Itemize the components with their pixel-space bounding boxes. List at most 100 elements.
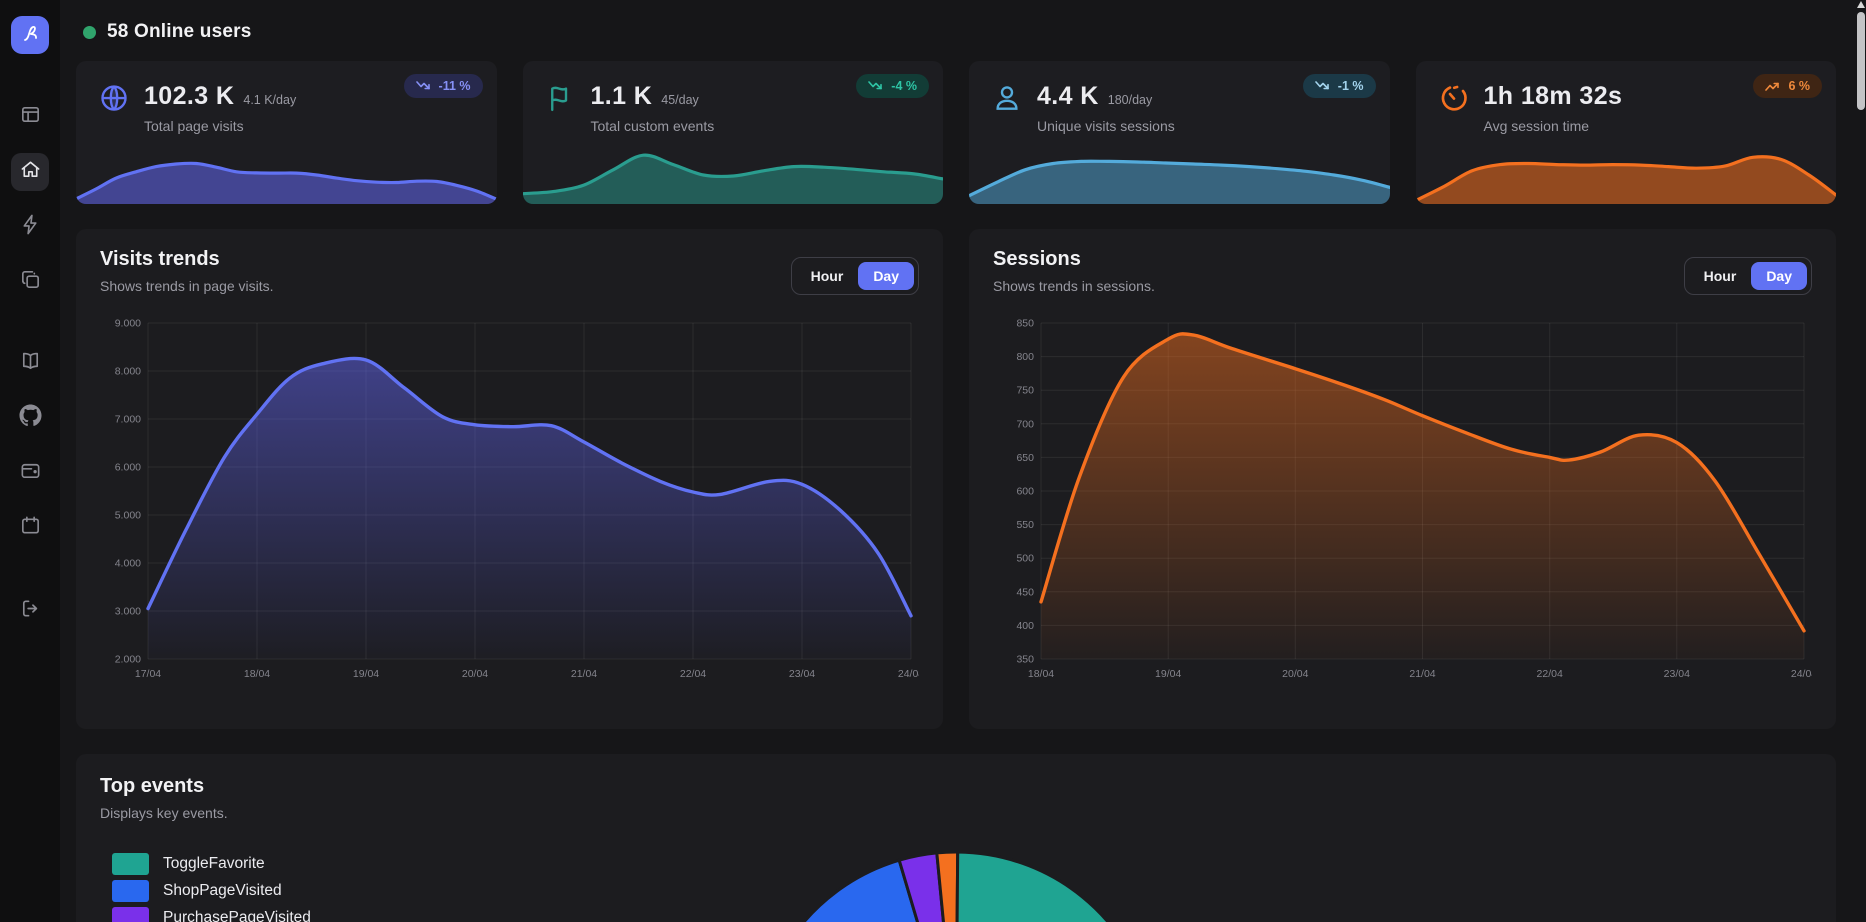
mini-area-chart — [969, 144, 1390, 204]
legend-swatch — [112, 880, 149, 902]
mini-area-chart — [76, 144, 497, 204]
svg-text:8.000: 8.000 — [115, 366, 141, 378]
visits-trends-chart: 9.000 8.000 7.000 6.000 5.000 4.000 3.000 2.000… — [100, 315, 925, 685]
sidebar — [0, 0, 60, 922]
sessions-interval-toggle: Hour Day — [1683, 257, 1812, 295]
sessions-chart: 850 800 750 700 650 600 550 500 450 400 350 18/04 19… — [993, 315, 1817, 685]
online-status-dot — [83, 25, 96, 39]
day-toggle-button[interactable]: Day — [1751, 262, 1807, 290]
stat-cards-row: 102.3 K 4.1 K/day Total page visits -11 … — [76, 61, 1836, 204]
stat-label: Avg session time — [1483, 118, 1590, 134]
page-scrollbar — [1856, 0, 1866, 922]
svg-text:3.000: 3.000 — [115, 606, 141, 618]
hour-toggle-button[interactable]: Hour — [796, 262, 859, 290]
stat-card-avg-session-time: 1h 18m 32s Avg session time 6 % — [1415, 61, 1836, 204]
legend-swatch — [112, 907, 149, 922]
scroll-up-arrow[interactable] — [1857, 1, 1865, 8]
svg-text:450: 450 — [1016, 586, 1034, 598]
online-users-label: 58 Online users — [107, 21, 252, 42]
stat-card-total-page-visits: 102.3 K 4.1 K/day Total page visits -11 … — [76, 61, 497, 204]
svg-text:2.000: 2.000 — [115, 654, 141, 666]
stat-value: 1h 18m 32s — [1483, 82, 1623, 110]
sidebar-item-calendar[interactable] — [11, 509, 49, 547]
svg-text:500: 500 — [1016, 553, 1034, 565]
legend-label: ToggleFavorite — [163, 855, 265, 872]
svg-text:24/04: 24/04 — [1791, 668, 1812, 680]
calendar-icon — [19, 514, 42, 542]
panel-title: Visits trends — [100, 248, 220, 270]
mini-area-chart — [522, 144, 943, 204]
copy-icon — [19, 268, 42, 296]
sidebar-item-docs[interactable] — [11, 344, 49, 382]
trend-down-icon — [868, 81, 883, 90]
app-logo[interactable] — [11, 16, 49, 54]
sidebar-item-actions[interactable] — [11, 208, 49, 246]
wallet-icon — [19, 459, 42, 487]
legend-swatch — [112, 853, 149, 875]
book-icon — [19, 349, 42, 377]
trend-badge: -4 % — [856, 74, 929, 98]
svg-text:650: 650 — [1016, 452, 1034, 464]
svg-text:22/04: 22/04 — [1537, 668, 1563, 680]
sidebar-item-pages[interactable] — [11, 263, 49, 301]
svg-text:750: 750 — [1016, 385, 1034, 397]
svg-text:5.000: 5.000 — [115, 510, 141, 522]
svg-text:23/04: 23/04 — [1664, 668, 1690, 680]
scrollbar-thumb[interactable] — [1857, 12, 1865, 110]
stat-card-unique-visits-sessions: 4.4 K 180/day Unique visits sessions -1 … — [969, 61, 1390, 204]
svg-text:400: 400 — [1016, 620, 1034, 632]
sessions-panel: Sessions Shows trends in sessions. Hour … — [969, 229, 1836, 729]
svg-text:4.000: 4.000 — [115, 558, 141, 570]
svg-text:700: 700 — [1016, 418, 1034, 430]
stat-label: Total custom events — [590, 118, 715, 134]
top-events-panel: Top events Displays key events. ToggleFa… — [76, 754, 1836, 922]
panel-subtitle: Displays key events. — [100, 805, 228, 821]
person-icon — [992, 83, 1022, 113]
svg-text:21/04: 21/04 — [1409, 668, 1435, 680]
sidebar-item-billing[interactable] — [11, 454, 49, 492]
svg-text:23/04: 23/04 — [789, 668, 815, 680]
stat-card-total-custom-events: 1.1 K 45/day Total custom events -4 % — [522, 61, 943, 204]
trend-badge: 6 % — [1753, 74, 1822, 98]
sidebar-item-github[interactable] — [11, 399, 49, 437]
hour-toggle-button[interactable]: Hour — [1689, 262, 1752, 290]
sidebar-item-logout[interactable] — [11, 592, 49, 630]
svg-text:19/04: 19/04 — [353, 668, 379, 680]
trend-up-icon — [1765, 82, 1780, 91]
trend-down-icon — [1314, 81, 1329, 90]
svg-text:350: 350 — [1016, 654, 1034, 666]
legend-label: PurchasePageVisited — [163, 909, 311, 922]
pie-legend: ToggleFavorite ShopPageVisited PurchaseP… — [112, 853, 432, 922]
day-toggle-button[interactable]: Day — [858, 262, 914, 290]
svg-text:24/04: 24/04 — [898, 668, 919, 680]
svg-text:9.000: 9.000 — [115, 318, 141, 330]
svg-text:19/04: 19/04 — [1155, 668, 1181, 680]
legend-item: PurchasePageVisited — [112, 907, 432, 922]
stat-value: 1.1 K — [590, 82, 653, 110]
panel-subtitle: Shows trends in page visits. — [100, 278, 274, 294]
svg-text:18/04: 18/04 — [244, 668, 270, 680]
svg-text:17/04: 17/04 — [135, 668, 161, 680]
stat-rate: 180/day — [1107, 93, 1153, 107]
top-events-pie-chart — [750, 846, 1162, 922]
stat-rate: 4.1 K/day — [243, 93, 297, 107]
trend-badge: -11 % — [403, 74, 483, 98]
svg-text:800: 800 — [1016, 351, 1034, 363]
stat-value: 102.3 K — [144, 82, 235, 110]
trend-badge: -1 % — [1302, 74, 1376, 98]
online-users-header: 58 Online users — [83, 21, 1836, 43]
sidebar-item-overview[interactable] — [11, 98, 49, 136]
flag-icon — [546, 83, 576, 113]
svg-text:20/04: 20/04 — [462, 668, 488, 680]
window-layout-icon — [19, 103, 42, 131]
visits-interval-toggle: Hour Day — [790, 257, 919, 295]
sidebar-item-home[interactable] — [11, 153, 49, 191]
panel-subtitle: Shows trends in sessions. — [993, 278, 1155, 294]
lightning-icon — [19, 213, 42, 241]
mini-area-chart — [1415, 144, 1836, 204]
svg-text:20/04: 20/04 — [1282, 668, 1308, 680]
wave-logo-icon — [18, 21, 42, 50]
home-icon — [19, 158, 42, 186]
svg-text:6.000: 6.000 — [115, 462, 141, 474]
main-content: 58 Online users 102.3 K 4.1 K/day Total … — [60, 0, 1866, 922]
